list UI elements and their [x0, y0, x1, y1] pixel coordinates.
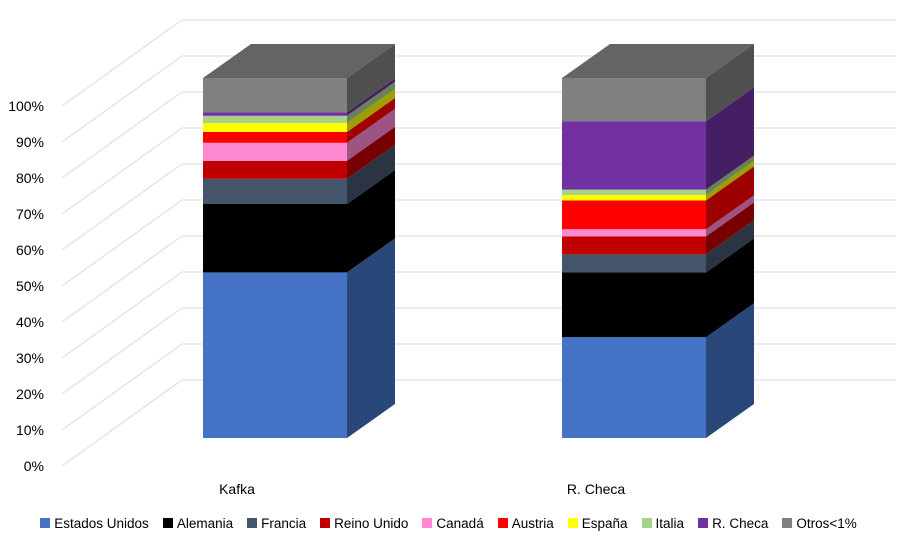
legend-swatch	[40, 518, 51, 528]
legend-entry: España	[567, 515, 628, 531]
legend-swatch	[320, 518, 331, 528]
bar-segment	[203, 126, 395, 179]
bar-segment	[562, 220, 754, 273]
y-tick-label: 30%	[16, 350, 44, 366]
bar-segment	[562, 87, 754, 190]
legend-swatch	[162, 518, 173, 528]
bar-segment	[562, 44, 754, 122]
legend-label: España	[581, 515, 628, 531]
gridline-side	[61, 343, 183, 431]
legend-swatch	[497, 518, 508, 528]
legend-label: Austria	[511, 515, 554, 531]
legend-entry: Alemania	[162, 515, 234, 531]
bar-segment	[562, 195, 754, 237]
legend-swatch	[567, 518, 578, 528]
y-tick-label: 0%	[24, 458, 44, 474]
gridline-side	[61, 235, 183, 323]
legend-entry: Canadá	[422, 515, 484, 531]
gridline-side	[61, 55, 183, 143]
legend-entry: Francia	[247, 516, 306, 531]
bar-segment	[203, 89, 395, 132]
bar-segment	[203, 238, 395, 438]
bar-segment	[562, 238, 754, 338]
category-label: Kafka	[219, 481, 255, 497]
legend-label: R. Checa	[712, 515, 769, 531]
y-tick-label: 60%	[16, 242, 44, 258]
legend-entry: Reino Unido	[320, 516, 408, 531]
y-tick-label: 100%	[8, 98, 44, 114]
gridline-side	[61, 127, 183, 215]
gridline-side	[61, 199, 183, 287]
legend-entry: Austria	[497, 515, 554, 531]
gridline-side	[61, 379, 183, 467]
y-tick-label: 40%	[16, 314, 44, 330]
y-tick-label: 90%	[16, 134, 44, 150]
category-label: R. Checa	[567, 481, 626, 497]
bar-segment	[203, 108, 395, 161]
bar-segment	[562, 161, 754, 201]
gridline-side	[61, 163, 183, 251]
bar-segment	[203, 144, 395, 204]
y-tick-label: 80%	[16, 170, 44, 186]
bar-segment	[562, 155, 754, 195]
bar-segment	[562, 303, 754, 438]
y-tick-label: 70%	[16, 206, 44, 222]
legend-label: Estados Unidos	[54, 515, 149, 531]
legend-swatch	[422, 518, 433, 528]
legend-swatch	[641, 518, 652, 528]
bar-segment	[203, 81, 395, 123]
legend-label: Italia	[655, 515, 685, 531]
bar-segment	[203, 170, 395, 273]
y-tick-label: 50%	[16, 278, 44, 294]
legend-entry: Otros<1%	[782, 515, 857, 531]
legend-swatch	[782, 518, 793, 528]
legend-label: Reino Unido	[334, 515, 409, 531]
bar-segment	[203, 98, 395, 143]
legend-swatch	[698, 518, 709, 528]
gridline-side	[61, 19, 183, 107]
bar-segment	[203, 78, 395, 116]
legend-entry: R. Checa	[698, 516, 768, 531]
legend-label: Francia	[261, 515, 307, 531]
y-tick-label: 10%	[16, 422, 44, 438]
bar-segment	[562, 166, 754, 230]
legend-label: Otros<1%	[796, 515, 857, 531]
legend-entry: Italia	[641, 515, 685, 531]
bar-segment	[562, 202, 754, 255]
legend-label: Canadá	[436, 515, 484, 531]
gridline-side	[61, 91, 183, 179]
legend-label: Alemania	[176, 515, 234, 531]
legend: Estados Unidos Alemania Francia Reino Unido…	[0, 513, 897, 533]
y-tick-label: 20%	[16, 386, 44, 402]
gridline-side	[61, 307, 183, 395]
bar-segment	[203, 44, 395, 113]
legend-entry: Estados Unidos	[40, 516, 149, 531]
legend-swatch	[247, 518, 258, 528]
gridline-side	[61, 271, 183, 359]
